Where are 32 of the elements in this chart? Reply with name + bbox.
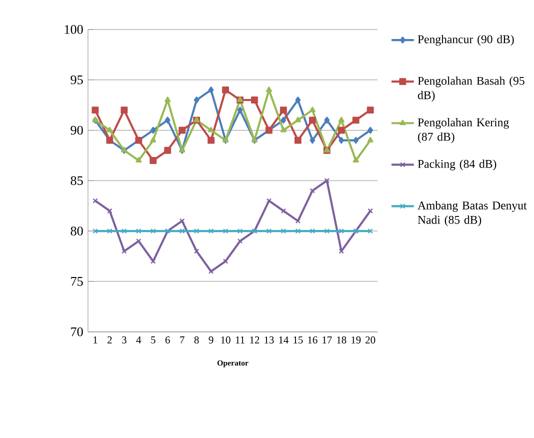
y-tick-label: 80 [70,226,83,236]
y-tick-label: 90 [70,126,83,135]
y-tick-label: 100 [64,25,83,34]
x-tick-label: 7 [180,336,184,344]
x-tick-label: 8 [194,336,199,344]
x-tick-label: 15 [294,336,303,344]
y-tick-label: 75 [71,277,83,286]
x-tick-label: 12 [250,336,260,344]
x-tick-label: 11 [236,336,244,344]
legend-label: Packing (84 dB) [418,160,496,170]
x-tick-label: 10 [221,336,230,344]
y-tick-label: 85 [70,176,83,186]
x-tick-label: 19 [352,336,361,344]
x-tick-label: 2 [108,336,112,344]
y-tick-label: 70 [71,327,83,336]
legend-label: Pengolahan Kering (87 dB) [418,118,509,144]
x-tick-label: 4 [136,336,142,344]
x-tick-label: 9 [208,336,214,344]
x-tick-label: 6 [165,336,170,344]
x-tick-label: 17 [322,336,332,344]
y-tick-label: 95 [70,76,83,84]
legend-label: Pengolahan Basah (95 dB) [418,76,524,102]
legend-label: Ambang Batas Denyut Nadi (85 dB) [418,201,527,226]
x-tick-label: 5 [151,336,156,344]
x-tick-label: 20 [366,336,376,344]
x-tick-label: 16 [308,336,318,344]
x-tick-label: 3 [122,336,126,344]
legend-label: Penghancur (90 dB) [418,35,514,46]
x-tick-label: 13 [264,336,274,344]
x-tick-label: 18 [337,336,346,344]
x-tick-label: 14 [279,336,289,344]
x-tick-label: 1 [94,336,98,344]
